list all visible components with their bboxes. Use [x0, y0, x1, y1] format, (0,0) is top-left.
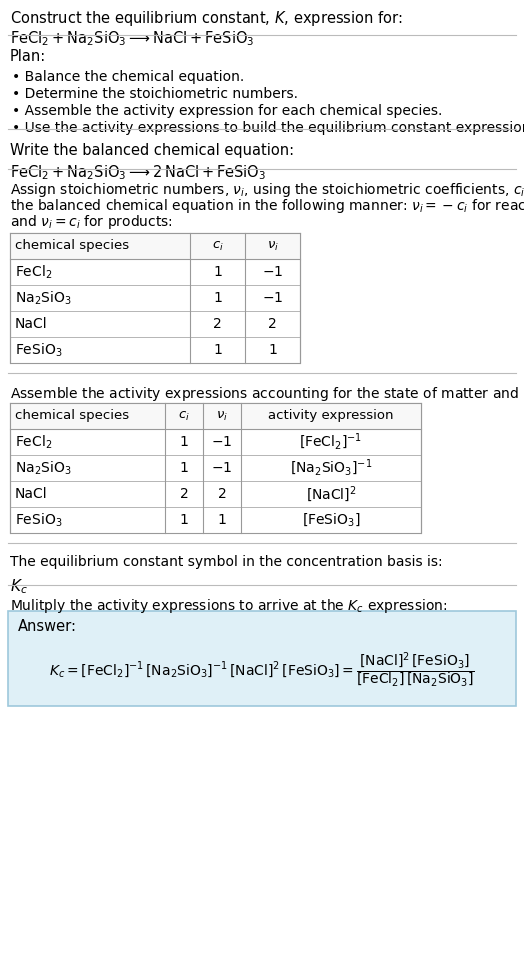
Text: Mulitply the activity expressions to arrive at the $K_c$ expression:: Mulitply the activity expressions to arr… — [10, 597, 447, 615]
Text: 1: 1 — [213, 343, 222, 357]
Text: $K_c = [\mathrm{FeCl_2}]^{-1}\,[\mathrm{Na_2SiO_3}]^{-1}\,[\mathrm{NaCl}]^2\,[\m: $K_c = [\mathrm{FeCl_2}]^{-1}\,[\mathrm{… — [49, 650, 475, 690]
Text: chemical species: chemical species — [15, 240, 129, 252]
Text: • Use the activity expressions to build the equilibrium constant expression.: • Use the activity expressions to build … — [12, 121, 524, 135]
Text: chemical species: chemical species — [15, 410, 129, 422]
Text: • Determine the stoichiometric numbers.: • Determine the stoichiometric numbers. — [12, 87, 298, 101]
Text: $[\mathrm{FeCl_2}]^{-1}$: $[\mathrm{FeCl_2}]^{-1}$ — [299, 432, 363, 453]
Text: $K_c$: $K_c$ — [10, 577, 28, 596]
Text: Assign stoichiometric numbers, $\nu_i$, using the stoichiometric coefficients, $: Assign stoichiometric numbers, $\nu_i$, … — [10, 181, 524, 199]
Text: 1: 1 — [268, 343, 277, 357]
Text: $[\mathrm{NaCl}]^2$: $[\mathrm{NaCl}]^2$ — [305, 484, 356, 504]
Text: 1: 1 — [217, 513, 226, 527]
Bar — [10, 233, 300, 259]
Text: $\mathrm{Na_2SiO_3}$: $\mathrm{Na_2SiO_3}$ — [15, 459, 72, 477]
Text: 1: 1 — [180, 461, 189, 475]
FancyBboxPatch shape — [8, 611, 516, 706]
Text: $\mathrm{FeSiO_3}$: $\mathrm{FeSiO_3}$ — [15, 511, 62, 529]
Text: and $\nu_i = c_i$ for products:: and $\nu_i = c_i$ for products: — [10, 213, 173, 231]
Text: $\nu_i$: $\nu_i$ — [267, 240, 278, 252]
Text: $-1$: $-1$ — [262, 265, 283, 279]
Text: 1: 1 — [180, 435, 189, 449]
Text: $-1$: $-1$ — [211, 461, 233, 475]
Text: 1: 1 — [180, 513, 189, 527]
Text: $-1$: $-1$ — [211, 435, 233, 449]
Text: NaCl: NaCl — [15, 487, 48, 501]
Text: • Balance the chemical equation.: • Balance the chemical equation. — [12, 70, 244, 84]
Text: $-1$: $-1$ — [262, 291, 283, 305]
Text: $\nu_i$: $\nu_i$ — [216, 410, 228, 422]
Bar — [10, 403, 421, 429]
Text: 1: 1 — [213, 291, 222, 305]
Text: Construct the equilibrium constant, $K$, expression for:: Construct the equilibrium constant, $K$,… — [10, 9, 402, 28]
Text: $[\mathrm{FeSiO_3}]$: $[\mathrm{FeSiO_3}]$ — [302, 512, 361, 528]
Text: $\mathrm{FeSiO_3}$: $\mathrm{FeSiO_3}$ — [15, 341, 62, 359]
Text: NaCl: NaCl — [15, 317, 48, 331]
Text: $c_i$: $c_i$ — [178, 410, 190, 422]
Text: activity expression: activity expression — [268, 410, 394, 422]
Text: 1: 1 — [213, 265, 222, 279]
Text: Plan:: Plan: — [10, 49, 46, 64]
Text: 2: 2 — [217, 487, 226, 501]
Bar — [10, 233, 300, 363]
Text: $c_i$: $c_i$ — [212, 240, 223, 252]
Text: $\mathrm{FeCl_2 + Na_2SiO_3 \longrightarrow 2\,NaCl + FeSiO_3}$: $\mathrm{FeCl_2 + Na_2SiO_3 \longrightar… — [10, 163, 266, 181]
Text: 2: 2 — [268, 317, 277, 331]
Text: $[\mathrm{Na_2SiO_3}]^{-1}$: $[\mathrm{Na_2SiO_3}]^{-1}$ — [290, 457, 372, 478]
Text: Answer:: Answer: — [18, 619, 77, 634]
Bar — [10, 403, 421, 533]
Text: the balanced chemical equation in the following manner: $\nu_i = -c_i$ for react: the balanced chemical equation in the fo… — [10, 197, 524, 215]
Text: $\mathrm{FeCl_2}$: $\mathrm{FeCl_2}$ — [15, 264, 52, 281]
Text: • Assemble the activity expression for each chemical species.: • Assemble the activity expression for e… — [12, 104, 442, 118]
Text: 2: 2 — [213, 317, 222, 331]
Text: 2: 2 — [180, 487, 188, 501]
Text: Assemble the activity expressions accounting for the state of matter and $\nu_i$: Assemble the activity expressions accoun… — [10, 385, 524, 403]
Text: The equilibrium constant symbol in the concentration basis is:: The equilibrium constant symbol in the c… — [10, 555, 443, 569]
Text: Write the balanced chemical equation:: Write the balanced chemical equation: — [10, 143, 294, 158]
Text: $\mathrm{FeCl_2}$: $\mathrm{FeCl_2}$ — [15, 434, 52, 451]
Text: $\mathrm{FeCl_2 + Na_2SiO_3 \longrightarrow NaCl + FeSiO_3}$: $\mathrm{FeCl_2 + Na_2SiO_3 \longrightar… — [10, 29, 255, 48]
Text: $\mathrm{Na_2SiO_3}$: $\mathrm{Na_2SiO_3}$ — [15, 289, 72, 307]
